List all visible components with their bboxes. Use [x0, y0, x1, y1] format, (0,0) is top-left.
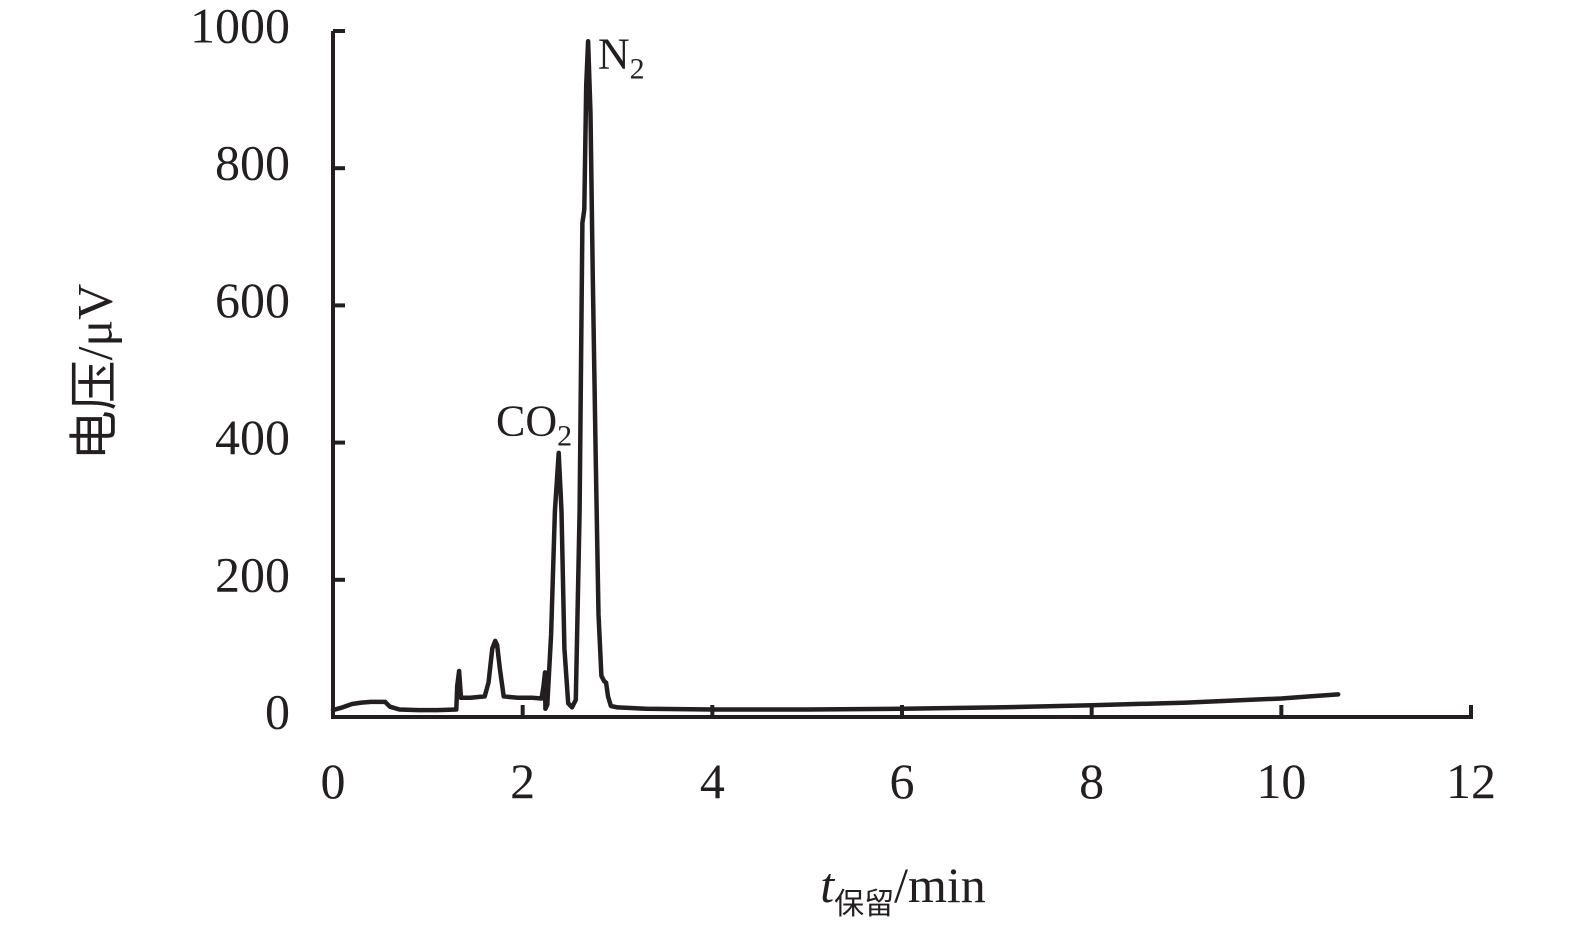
y-axis-ticks: 0 200 400 600 800 1000 [190, 0, 345, 739]
x-tick-label: 2 [510, 753, 535, 809]
peak-label: N2 [598, 30, 645, 86]
x-axis-title-unit: /min [894, 857, 986, 913]
y-tick-label: 800 [215, 135, 290, 191]
y-tick-label: 600 [215, 272, 290, 328]
x-axis-title-subscript: 保留 [834, 888, 894, 921]
x-tick-label: 0 [321, 753, 346, 809]
x-tick-label: 10 [1256, 753, 1306, 809]
y-tick-label: 0 [265, 683, 290, 739]
x-axis-ticks: 0 2 4 6 8 10 12 [321, 705, 1496, 809]
y-tick-label: 400 [215, 409, 290, 465]
peak-label-subscript: 2 [557, 420, 572, 453]
data-series [330, 39, 1341, 713]
x-axis-title: t保留/min [820, 857, 986, 921]
x-tick-label: 12 [1446, 753, 1496, 809]
peak-label: CO2 [496, 397, 572, 453]
y-axis-title: 电压/μV [66, 284, 122, 461]
chromatogram-trace [330, 39, 1341, 713]
y-tick-label: 200 [215, 546, 290, 602]
peak-label-base: CO [496, 397, 557, 446]
y-tick-label: 1000 [190, 0, 290, 53]
x-tick-label: 6 [890, 753, 915, 809]
x-tick-label: 8 [1079, 753, 1104, 809]
peak-label-subscript: 2 [630, 53, 645, 86]
peak-label-base: N [598, 30, 630, 79]
x-axis-title-var: t [820, 857, 835, 913]
x-tick-label: 4 [700, 753, 725, 809]
